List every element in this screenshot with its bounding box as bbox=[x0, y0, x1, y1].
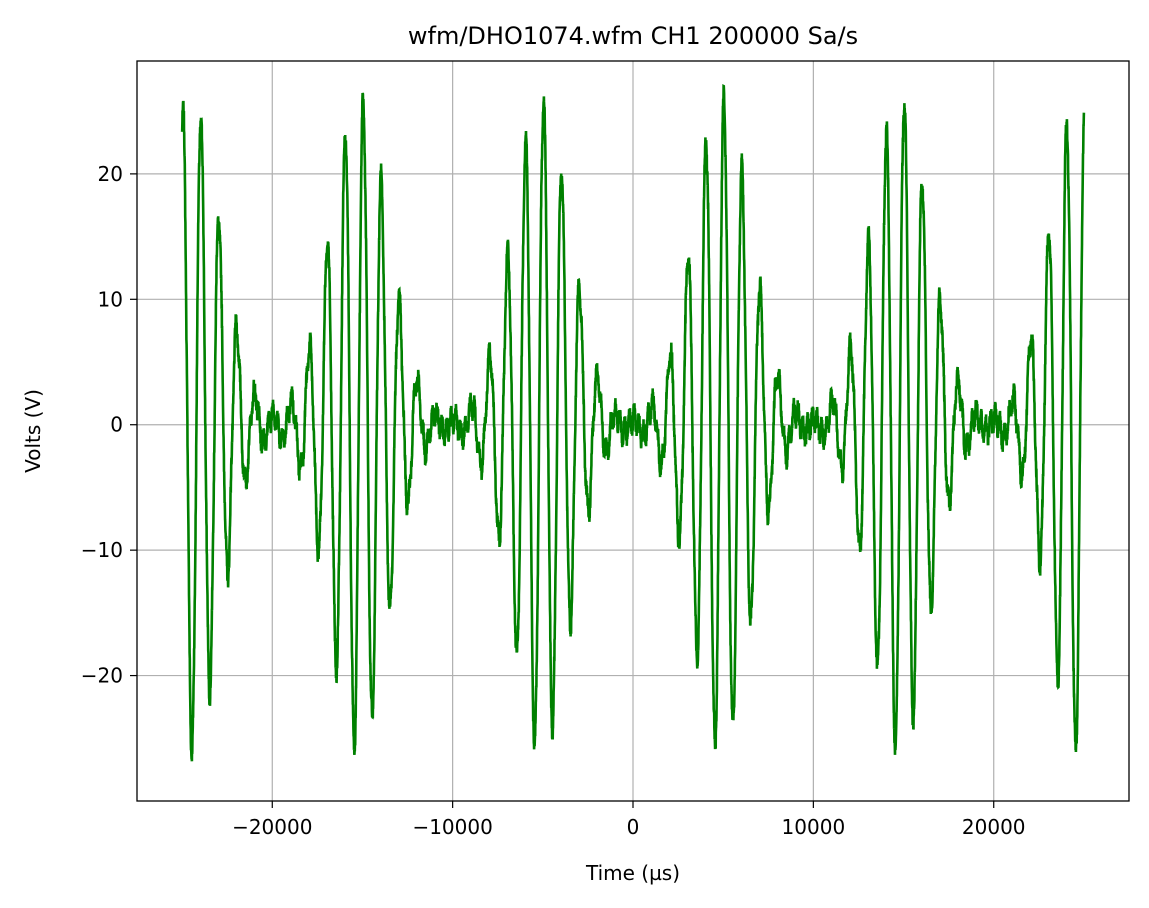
y-tick-label: −20 bbox=[81, 664, 123, 688]
plot-area bbox=[180, 84, 1086, 762]
x-axis-ticks: −20000 −10000 0 10000 20000 bbox=[232, 801, 1026, 839]
y-axis-ticks: −20 −10 0 10 20 bbox=[81, 162, 137, 688]
x-tick-label: 10000 bbox=[782, 815, 846, 839]
x-tick-label: −20000 bbox=[232, 815, 312, 839]
x-tick-label: 0 bbox=[627, 815, 640, 839]
x-tick-label: 20000 bbox=[962, 815, 1026, 839]
y-tick-label: 10 bbox=[98, 287, 123, 311]
x-tick-label: −10000 bbox=[412, 815, 492, 839]
x-axis-label: Time (µs) bbox=[585, 861, 680, 885]
chart-title: wfm/DHO1074.wfm CH1 200000 Sa/s bbox=[408, 22, 858, 50]
series-ch1-line bbox=[180, 84, 1086, 762]
y-axis-label: Volts (V) bbox=[21, 389, 45, 473]
y-tick-label: 0 bbox=[110, 413, 123, 437]
y-tick-label: 20 bbox=[98, 162, 123, 186]
y-tick-label: −10 bbox=[81, 538, 123, 562]
